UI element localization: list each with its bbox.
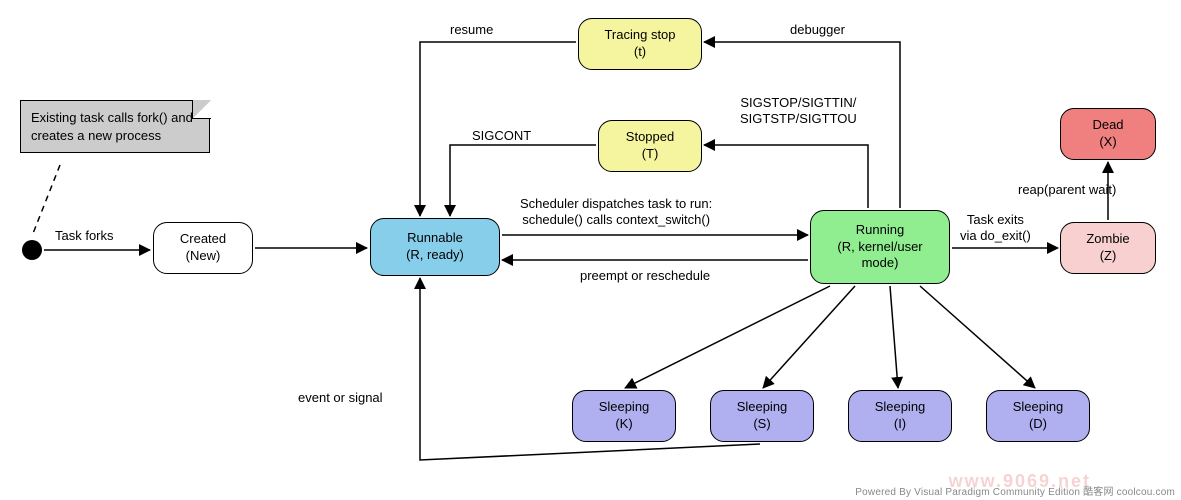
node-sub: (X) [1099,134,1116,151]
edge-label-start-created: Task forks [55,228,114,244]
edge-label-running-tracing: debugger [790,22,845,38]
node-sleep-i: Sleeping (I) [848,390,952,442]
edge-label-runnable-running: Scheduler dispatches task to run: schedu… [520,196,712,227]
footer-credit: Powered By Visual Paradigm Community Edi… [855,483,1175,498]
node-title: Sleeping [875,399,926,416]
edge-running-sleepi [890,286,898,388]
node-sleep-s: Sleeping (S) [710,390,814,442]
edge-label-running-zombie: Task exits via do_exit() [960,212,1031,243]
node-sub: (K) [615,416,632,433]
node-running: Running (R, kernel/user mode) [810,210,950,284]
edge-label-zombie-dead: reap(parent wait) [1018,182,1116,198]
node-sub: (t) [634,44,646,61]
node-title: Zombie [1086,231,1129,248]
node-title: Tracing stop [604,27,675,44]
node-title: Runnable [407,230,463,247]
node-tracing: Tracing stop (t) [578,18,702,70]
edge-running-sleepd [920,286,1035,388]
node-title: Created [180,231,226,248]
edge-label-sleeps-runnable: event or signal [298,390,383,406]
node-created: Created (New) [153,222,253,274]
edge-note-start [32,165,60,236]
initial-state-dot [22,240,42,260]
node-sub: (I) [894,416,906,433]
node-runnable: Runnable (R, ready) [370,218,500,276]
node-sub: (R, kernel/user mode) [823,239,937,273]
node-sub: (New) [186,248,221,265]
node-sleep-d: Sleeping (D) [986,390,1090,442]
node-sleep-k: Sleeping (K) [572,390,676,442]
edge-running-stopped [704,145,868,208]
node-sub: (S) [753,416,770,433]
node-title: Sleeping [1013,399,1064,416]
node-stopped: Stopped (T) [598,120,702,172]
edge-label-stopped-runnable: SIGCONT [472,128,531,144]
node-title: Stopped [626,129,674,146]
node-sub: (T) [642,146,659,163]
edge-running-sleeps [763,286,855,388]
node-sub: (Z) [1100,248,1117,265]
edge-label-tracing-runnable: resume [450,22,493,38]
node-title: Sleeping [737,399,788,416]
node-title: Running [856,222,904,239]
node-sub: (D) [1029,416,1047,433]
edge-running-sleepk [625,286,830,388]
edge-label-running-runnable: preempt or reschedule [580,268,710,284]
node-title: Sleeping [599,399,650,416]
node-dead: Dead (X) [1060,108,1156,160]
node-zombie: Zombie (Z) [1060,222,1156,274]
node-title: Dead [1092,117,1123,134]
node-sub: (R, ready) [406,247,464,264]
note-text: Existing task calls fork() and creates a… [31,110,193,143]
note-fork: Existing task calls fork() and creates a… [20,100,210,153]
edge-label-running-stopped: SIGSTOP/SIGTTIN/ SIGTSTP/SIGTTOU [740,95,857,126]
